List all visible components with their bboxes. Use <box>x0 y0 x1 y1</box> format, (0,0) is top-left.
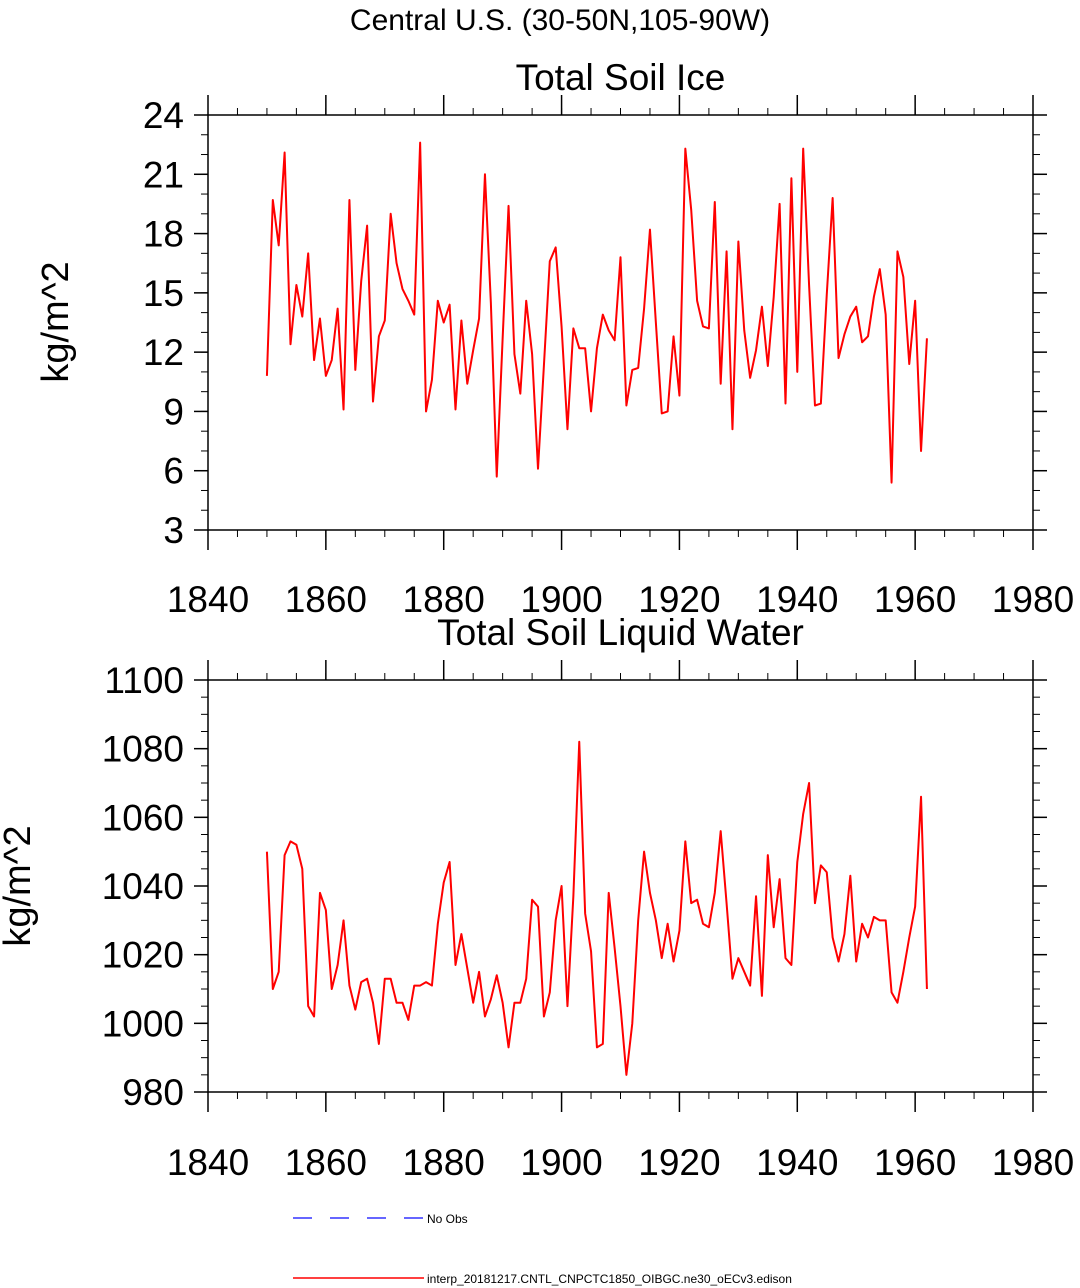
x-tick-label: 1900 <box>520 1142 602 1183</box>
y-tick-label: 3 <box>163 510 184 551</box>
soil-ice-plot: Total Soil Ice kg/m^2 3 6 9 12 15 18 21 24 1840 186… <box>35 57 1074 620</box>
y-tick-label: 9 <box>163 391 184 432</box>
y-tick-label: 1040 <box>102 866 184 907</box>
y-tick-label: 6 <box>163 451 184 492</box>
series-line <box>265 740 928 1076</box>
x-tick-label: 1900 <box>520 579 602 620</box>
x-tick-label: 1860 <box>285 1142 367 1183</box>
y-tick-label: 24 <box>143 95 184 136</box>
chart-title: Total Soil Ice <box>516 57 726 98</box>
y-axis-label: kg/m^2 <box>0 825 39 946</box>
y-tick-label: 1100 <box>104 660 184 701</box>
x-tick-label: 1980 <box>992 1142 1074 1183</box>
x-tick-label: 1840 <box>167 1142 249 1183</box>
y-tick-label: 1060 <box>102 797 184 838</box>
plot-frame <box>207 679 1034 1093</box>
soil-liquid-water-plot: Total Soil Liquid Water kg/m^2 980 1000 1020… <box>0 612 1074 1183</box>
figure-title: Central U.S. (30-50N,105-90W) <box>350 4 770 37</box>
x-tick-label: 1940 <box>756 579 838 620</box>
y-tick-label: 1080 <box>102 729 184 770</box>
legend-model-label: interp_20181217.CNTL_CNPCTC1850_OIBGC.ne… <box>427 1272 792 1286</box>
y-tick-label: 18 <box>143 214 184 255</box>
x-tick-label: 1880 <box>403 1142 485 1183</box>
x-tick-label: 1840 <box>167 579 249 620</box>
legend-no-obs-label: No Obs <box>427 1212 468 1226</box>
chart-title: Total Soil Liquid Water <box>437 612 804 653</box>
x-tick-label: 1960 <box>874 1142 956 1183</box>
x-tick-label: 1960 <box>874 579 956 620</box>
y-tick-label: 980 <box>122 1072 184 1113</box>
y-tick-label: 15 <box>143 273 184 314</box>
y-tick-label: 21 <box>143 154 184 195</box>
x-tick-label: 1940 <box>756 1142 838 1183</box>
y-tick-label: 12 <box>143 332 184 373</box>
series-line <box>265 141 928 484</box>
y-axis-label: kg/m^2 <box>35 261 77 382</box>
x-tick-label: 1920 <box>638 1142 720 1183</box>
x-tick-label: 1880 <box>403 579 485 620</box>
legend: No Obs interp_20181217.CNTL_CNPCTC1850_O… <box>293 1212 792 1286</box>
y-tick-label: 1020 <box>102 935 184 976</box>
y-tick-label: 1000 <box>102 1003 184 1044</box>
plot-frame <box>207 114 1034 531</box>
x-tick-label: 1860 <box>285 579 367 620</box>
x-tick-label: 1980 <box>992 579 1074 620</box>
x-tick-label: 1920 <box>638 579 720 620</box>
